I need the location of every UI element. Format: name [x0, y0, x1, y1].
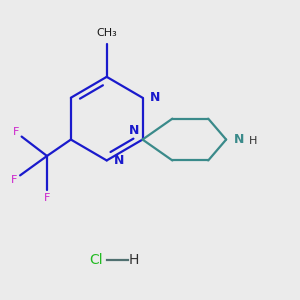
Text: N: N — [114, 154, 124, 167]
Text: CH₃: CH₃ — [96, 28, 117, 38]
Text: F: F — [44, 193, 50, 203]
Text: H: H — [248, 136, 257, 146]
Text: H: H — [128, 254, 139, 268]
Text: N: N — [150, 91, 160, 104]
Text: N: N — [129, 124, 140, 136]
Text: F: F — [11, 175, 17, 185]
Text: Cl: Cl — [89, 254, 103, 268]
Text: N: N — [234, 133, 244, 146]
Text: F: F — [13, 127, 19, 137]
